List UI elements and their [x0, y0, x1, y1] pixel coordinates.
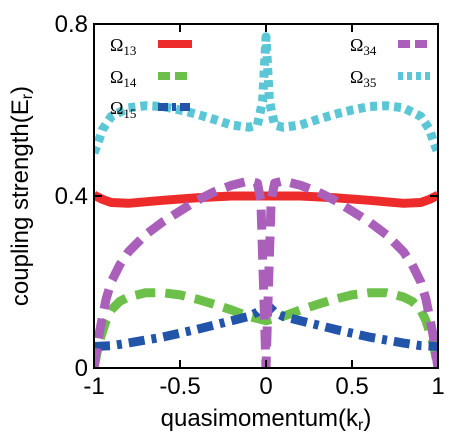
y-tick-label: 0: [75, 355, 88, 382]
y-tick-label: 0.8: [55, 11, 88, 38]
x-tick-label: 0.5: [335, 373, 368, 400]
x-tick-label: -0.5: [159, 373, 200, 400]
legend-label-13: Ω13: [110, 35, 136, 58]
series-line-13: [94, 191, 438, 208]
y-ticks: 0 0.4 0.8: [55, 11, 438, 382]
x-axis-label: quasimomentum(kr): [161, 405, 372, 434]
legend: Ω13 Ω14 Ω15 Ω34 Ω35: [110, 35, 430, 121]
legend-label-15: Ω15: [110, 98, 136, 121]
legend-label-14: Ω14: [110, 67, 137, 90]
x-ticks: -1 -0.5 0 0.5 1: [83, 24, 445, 400]
y-axis-label: coupling strength(Er): [7, 86, 36, 306]
x-tick-label: 1: [431, 373, 444, 400]
series-line-35: [94, 32, 438, 155]
y-tick-label: 0.4: [55, 183, 88, 210]
legend-label-34: Ω34: [350, 35, 377, 58]
legend-label-35: Ω35: [350, 67, 376, 90]
series-line-14: [94, 288, 438, 368]
series-line-34: [94, 176, 438, 368]
plot-lines: [94, 32, 438, 368]
x-tick-label: -1: [83, 373, 104, 400]
x-tick-label: 0: [259, 373, 272, 400]
